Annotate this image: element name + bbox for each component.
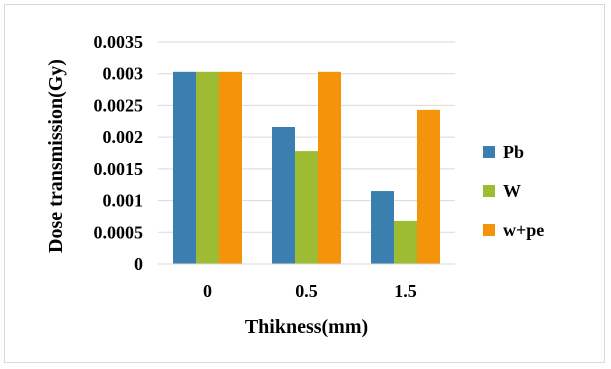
legend-label: w+pe [503,220,544,240]
bar-w-1 [295,151,318,264]
legend-swatch [483,146,495,158]
y-tick-label: 0.0035 [94,32,144,52]
x-tick-label: 0 [203,281,212,301]
bar-pb-0 [173,71,196,264]
y-tick-label: 0.0015 [94,159,144,179]
y-tick-label: 0 [134,254,143,274]
legend-label: Pb [503,142,524,162]
bar-pb-2 [371,191,394,264]
y-tick-label: 0.002 [103,127,144,147]
y-tick-label: 0.0005 [94,222,144,242]
x-axis-title: Thikness(mm) [245,316,368,338]
y-axis-title: Dose transmission(Gy) [45,59,67,253]
y-tick-label: 0.003 [103,64,144,84]
bar-w-2 [394,220,417,264]
legend-swatch [483,224,495,236]
legend-label: W [503,181,521,201]
bar-w-pe-1 [318,71,341,264]
x-tick-label: 1.5 [394,281,417,301]
y-tick-label: 0.0025 [94,95,144,115]
legend-swatch [483,185,495,197]
x-axis-ticks: 0 0.5 1.5 [203,281,417,301]
legend: Pb Ww+pe [483,142,544,240]
x-tick-label: 0.5 [295,281,318,301]
bar-w-pe-2 [417,109,440,265]
bar-w-pe-0 [219,71,242,264]
y-tick-label: 0.001 [103,191,144,211]
bars [173,71,440,265]
y-axis-ticks: 0 0.0005 0.001 0.0015 0.002 0.0025 0.003 0.0035 [94,32,144,274]
bar-pb-1 [272,126,295,264]
bar-w-0 [196,71,219,264]
